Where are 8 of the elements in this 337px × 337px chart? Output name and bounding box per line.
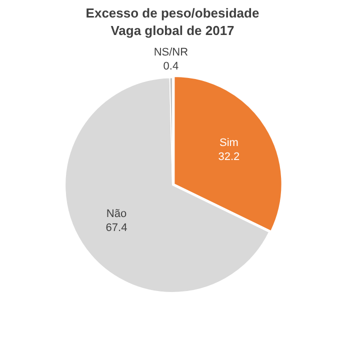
data-label: 0.4 — [163, 60, 179, 73]
data-label: 32.2 — [218, 150, 240, 163]
data-label: 67.4 — [106, 222, 128, 234]
slice-label: Não — [106, 208, 127, 220]
chart-title: Excesso de peso/obesidade — [86, 5, 260, 20]
slice-label: NS/NR — [154, 46, 188, 59]
slice-label: Sim — [219, 136, 238, 149]
chart-subtitle: Vaga global de 2017 — [110, 22, 234, 38]
